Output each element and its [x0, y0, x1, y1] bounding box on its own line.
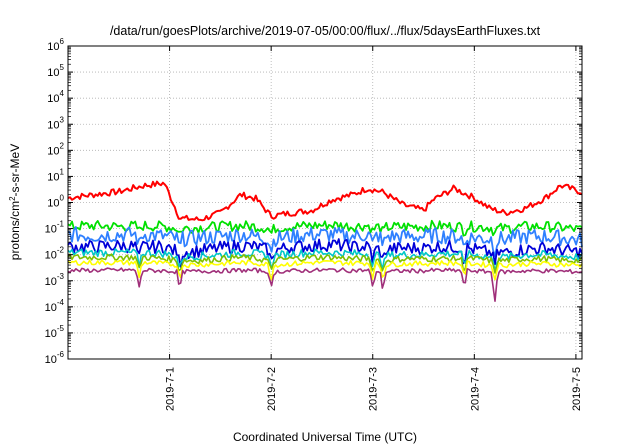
y-tick-labels: 10610510410310210110010-110-210-310-410-…: [45, 37, 65, 366]
y-tick-label: 100: [47, 194, 64, 210]
y-tick-label: 10-4: [45, 298, 65, 314]
y-tick-label-exponent: 4: [60, 89, 65, 98]
x-tick-label: 2019-7-4: [469, 367, 481, 411]
y-tick-label-base: 10: [45, 250, 57, 262]
series-line: [67, 226, 583, 257]
x-tick-label: 2019-7-5: [571, 367, 583, 411]
y-axis-label-base: protons/cm: [8, 201, 22, 260]
y-tick-label-exponent: 6: [60, 37, 65, 46]
y-tick-label-exponent: -3: [57, 272, 65, 281]
grid: [68, 46, 582, 359]
y-tick-label: 10-1: [45, 220, 65, 236]
y-tick-label: 10-2: [45, 246, 65, 262]
y-tick-label-base: 10: [47, 67, 59, 79]
y-tick-label-exponent: -4: [57, 298, 65, 307]
y-tick-label: 106: [47, 37, 64, 53]
y-tick-label-exponent: -2: [57, 246, 65, 255]
y-tick-label-base: 10: [45, 328, 57, 340]
plot-frame: [67, 45, 583, 360]
y-axis-label-rest: -s-sr-MeV: [8, 144, 22, 197]
y-tick-label-exponent: -5: [57, 324, 65, 333]
x-tick-label: 2019-7-3: [368, 367, 380, 411]
y-tick-label-base: 10: [47, 93, 59, 105]
y-tick-label-base: 10: [45, 276, 57, 288]
y-tick-label-exponent: 3: [60, 115, 65, 124]
series-line: [67, 253, 583, 274]
y-tick-label-exponent: 5: [60, 63, 65, 72]
y-tick-label: 103: [47, 115, 64, 131]
y-tick-label: 104: [47, 89, 64, 105]
x-axis-label: Coordinated Universal Time (UTC): [233, 430, 417, 444]
series-line: [67, 259, 583, 281]
x-tick-label: 2019-7-2: [266, 367, 278, 411]
y-tick-label-base: 10: [45, 224, 57, 236]
y-tick-label-base: 10: [47, 171, 59, 183]
y-tick-label-exponent: 0: [60, 194, 65, 203]
y-axis-label: protons/cm2-s-sr-MeV: [8, 144, 23, 260]
series-line: [67, 219, 583, 237]
y-tick-label-base: 10: [45, 354, 57, 366]
y-tick-label-exponent: 1: [60, 167, 65, 176]
y-tick-label-exponent: -1: [57, 220, 65, 229]
y-tick-label: 105: [47, 63, 64, 79]
tick-group: [68, 45, 582, 360]
series-group: [67, 180, 583, 303]
series-line: [67, 267, 583, 303]
y-tick-label: 10-5: [45, 324, 65, 340]
y-tick-label-exponent: 2: [60, 141, 65, 150]
y-tick-label: 10-3: [45, 272, 65, 288]
y-tick-label-base: 10: [47, 119, 59, 131]
y-tick-label-exponent: -6: [57, 350, 65, 359]
y-tick-label: 101: [47, 167, 64, 183]
y-tick-label-base: 10: [47, 41, 59, 53]
chart-title: /data/run/goesPlots/archive/2019-07-05/0…: [110, 24, 541, 38]
y-tick-label-base: 10: [47, 145, 59, 157]
series-line: [67, 238, 583, 268]
y-tick-label: 102: [47, 141, 64, 157]
y-tick-label: 10-6: [45, 350, 65, 366]
x-tick-labels: 2019-7-1 2019-7-2 2019-7-3 2019-7-4 2019-7-5: [165, 367, 583, 411]
y-tick-label-base: 10: [45, 302, 57, 314]
x-tick-label: 2019-7-1: [165, 367, 177, 411]
y-tick-label-base: 10: [47, 198, 59, 210]
series-line: [67, 180, 583, 222]
y-axis-label-sup: 2: [8, 196, 17, 201]
